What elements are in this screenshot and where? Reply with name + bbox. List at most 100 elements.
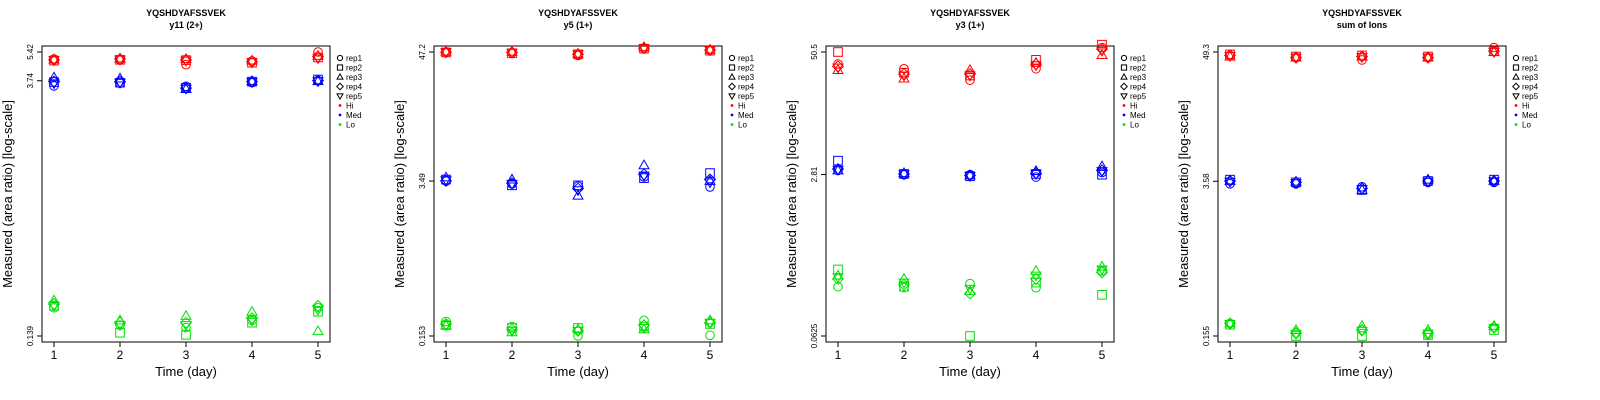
data-point-hi-rep2: [833, 47, 843, 57]
data-point-lo-rep5: [1096, 265, 1108, 276]
data-point-lo-rep1: [705, 330, 715, 341]
data-point-hi-rep5: [1290, 53, 1302, 64]
x-tick-label: 4: [249, 348, 256, 362]
y-tick-label: 0.139: [26, 325, 35, 346]
legend-marker: [1514, 104, 1518, 107]
data-point-hi-rep5: [572, 50, 584, 61]
x-tick-label: 1: [1227, 348, 1234, 362]
data-point-lo-rep4: [831, 272, 845, 286]
y-tick-label: 3.58: [1202, 173, 1211, 189]
legend-label: rep1: [1522, 54, 1539, 63]
data-point-lo-rep3: [312, 324, 324, 336]
data-point-med-rep3: [964, 169, 976, 180]
data-point-hi-rep5: [1096, 46, 1108, 57]
data-point-hi-rep3: [898, 72, 910, 83]
legend-label: rep5: [738, 92, 755, 101]
x-tick-label: 3: [183, 348, 190, 362]
data-point-med-rep2: [899, 169, 909, 179]
x-tick-label: 4: [1033, 348, 1040, 362]
data-point-hi-rep3: [506, 45, 518, 56]
data-point-hi-rep3: [1096, 48, 1108, 59]
x-tick-label: 2: [1293, 348, 1300, 362]
legend-label: rep4: [1522, 83, 1539, 92]
legend-label: rep1: [738, 54, 755, 63]
data-point-lo-rep4: [113, 316, 127, 329]
legend-marker: [1120, 64, 1128, 71]
data-point-med-rep2: [639, 173, 649, 183]
data-point-med-rep5: [572, 186, 584, 197]
data-point-med-rep5: [1356, 185, 1368, 196]
series-lo: [831, 260, 1109, 341]
data-point-hi-rep3: [180, 52, 192, 63]
x-tick-label: 5: [707, 348, 714, 362]
x-tick-label: 2: [117, 348, 124, 362]
data-point-hi-rep5: [312, 54, 324, 65]
y-tick-label: 0.155: [1202, 325, 1211, 346]
data-point-lo-rep5: [1422, 329, 1434, 340]
data-point-hi-rep2: [181, 55, 191, 65]
legend-marker: [1512, 72, 1520, 80]
data-point-hi-rep3: [114, 52, 126, 63]
plot-frame: [825, 45, 1115, 343]
legend-marker: [1122, 113, 1126, 117]
legend-label: Med: [1522, 111, 1538, 120]
data-point-med-rep3: [572, 189, 584, 200]
chart-title: YQSHDYAFSSVEK: [1322, 8, 1402, 18]
data-point-hi-rep3: [1356, 50, 1368, 61]
series-hi: [831, 39, 1109, 85]
legend-marker: [336, 64, 344, 71]
data-point-hi-rep5: [48, 56, 60, 67]
data-point-med-rep2: [247, 76, 257, 87]
legend-label: Lo: [1130, 121, 1139, 130]
data-point-med-rep3: [1224, 174, 1236, 185]
data-point-med-rep5: [898, 170, 910, 181]
legend-label: rep2: [346, 64, 363, 73]
series-med: [1223, 173, 1501, 196]
data-point-hi-rep5: [114, 55, 126, 66]
data-point-lo-rep4: [245, 312, 259, 325]
data-point-med-rep3: [898, 167, 910, 178]
legend-label: Med: [346, 111, 362, 120]
data-point-lo-rep2: [247, 317, 257, 328]
legend-marker: [1120, 93, 1128, 101]
x-tick-label: 4: [1425, 348, 1432, 362]
legend-marker: [336, 72, 344, 80]
data-point-lo-rep4: [897, 278, 911, 291]
data-point-med-rep3: [48, 71, 60, 82]
legend-label: Lo: [1522, 121, 1531, 130]
data-point-lo-rep5: [180, 321, 192, 332]
data-point-lo-rep3: [832, 269, 844, 280]
y-tick-label: 49.3: [1202, 44, 1211, 60]
data-point-lo-rep2: [1489, 325, 1499, 335]
data-point-hi-rep5: [964, 71, 976, 82]
legend-label: rep1: [346, 54, 363, 63]
data-point-lo-rep5: [1290, 329, 1302, 340]
chart-panel-1: YQSHDYAFSSVEK y11 (2+) 1 2 3 4 5 0.139 3.74 5.42 T…: [0, 8, 363, 379]
legend-label: Hi: [738, 102, 746, 111]
data-point-med-rep1: [1489, 177, 1499, 188]
data-point-hi-rep5: [704, 46, 716, 57]
data-point-med-rep5: [1224, 177, 1236, 188]
legend-label: rep5: [346, 92, 363, 101]
data-point-med-rep5: [1290, 179, 1302, 190]
data-point-hi-rep3: [246, 54, 258, 65]
legend-label: rep3: [738, 73, 755, 82]
x-tick-label: 2: [509, 348, 516, 362]
data-point-hi-rep3: [638, 41, 650, 52]
y-tick-label: 50.5: [810, 44, 819, 60]
legend-label: rep1: [1130, 54, 1147, 63]
series-med: [47, 71, 325, 95]
legend-marker: [728, 54, 736, 62]
data-point-lo-rep1: [573, 331, 583, 341]
legend-marker: [728, 64, 736, 71]
data-point-lo-rep3: [48, 294, 60, 305]
data-point-med-rep5: [704, 178, 716, 189]
x-tick-label: 1: [835, 348, 842, 362]
chart-subtitle: y5 (1+): [564, 20, 593, 30]
legend-marker: [1120, 72, 1128, 80]
data-point-lo-rep2: [1031, 277, 1041, 288]
y-tick-label: 5.42: [26, 44, 35, 60]
data-point-lo-rep5: [246, 316, 258, 327]
